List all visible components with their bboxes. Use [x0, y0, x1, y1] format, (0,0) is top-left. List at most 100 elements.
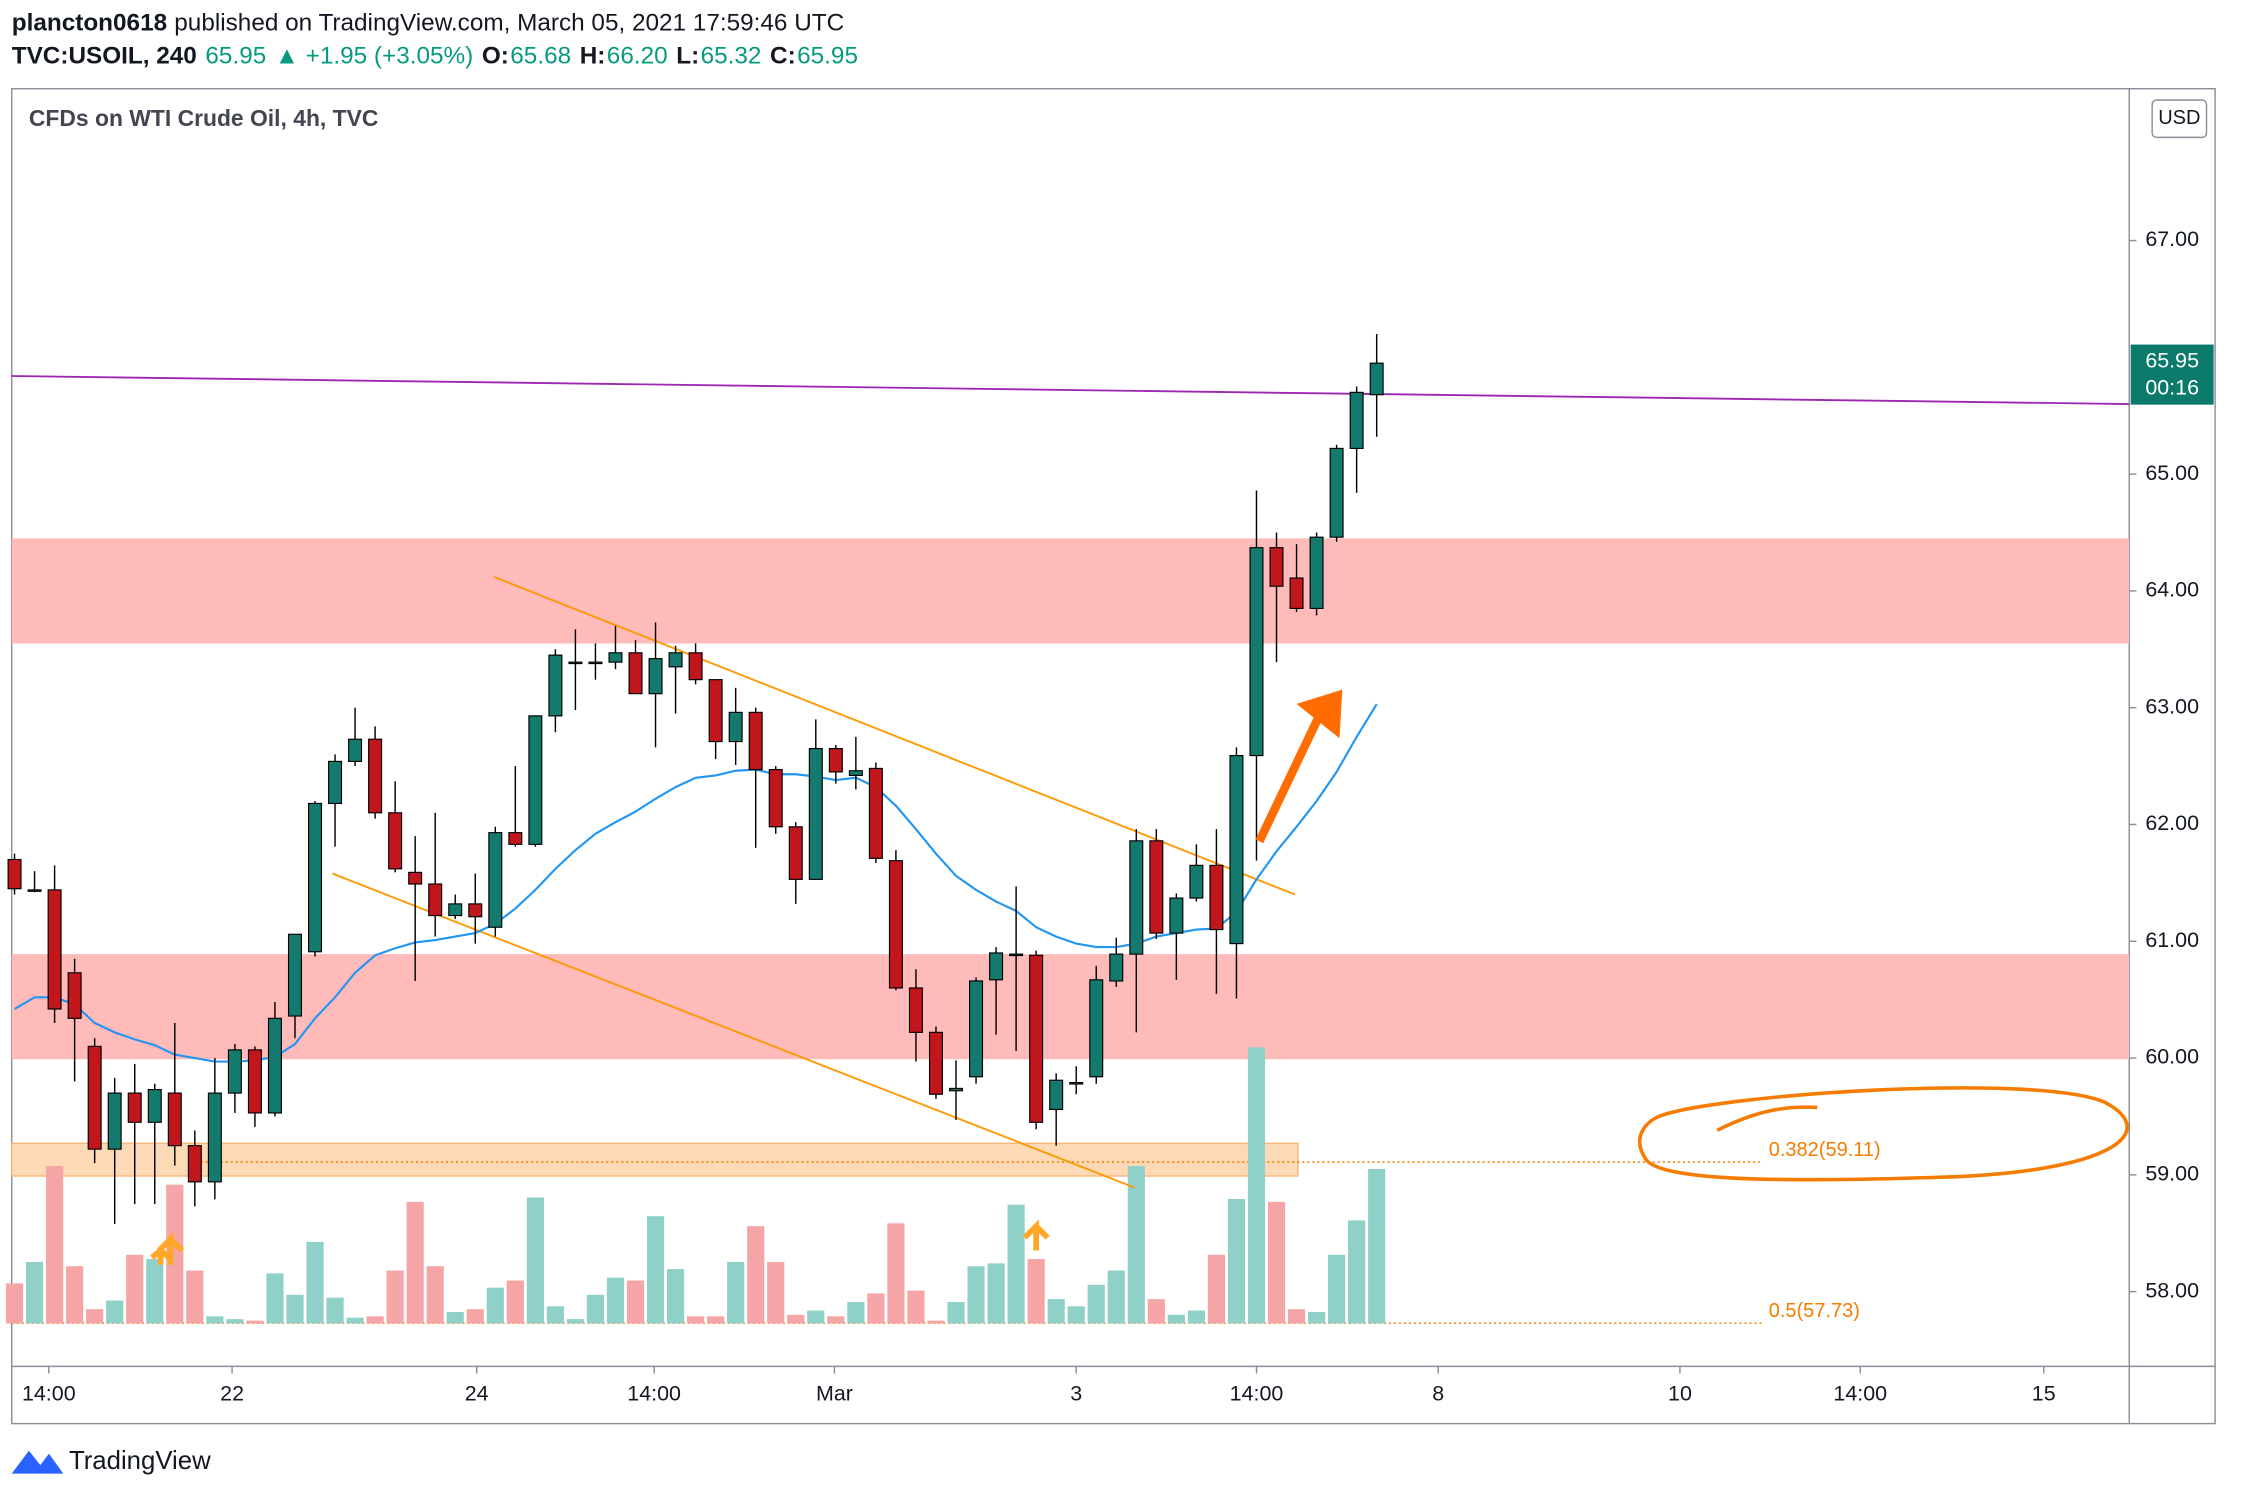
candle-body — [247, 1049, 262, 1114]
header-text: H: — [580, 43, 606, 70]
header-text: 66.20 — [607, 43, 668, 70]
zone — [11, 1142, 1299, 1177]
candle-body — [1029, 954, 1044, 1123]
header-text: 65.95 — [205, 43, 266, 70]
volume-bar — [947, 1301, 965, 1324]
volume-bar — [887, 1223, 905, 1324]
volume-bar — [1147, 1299, 1165, 1324]
annotation-ellipse — [1638, 1086, 2129, 1182]
chart-title: CFDs on WTI Crude Oil, 4h, TVC — [29, 105, 378, 131]
candle-body — [1269, 547, 1284, 587]
candle-body — [1109, 953, 1124, 982]
volume-bar — [186, 1270, 204, 1324]
price-tag-value: 65.95 — [2145, 348, 2199, 372]
volume-bar — [1247, 1047, 1266, 1324]
volume-bar — [1187, 1310, 1205, 1324]
fib-label: 0.382(59.11) — [1769, 1139, 1881, 1161]
volume-bar — [166, 1184, 184, 1324]
x-tick-label: 22 — [220, 1382, 244, 1406]
volume-bar — [1348, 1220, 1366, 1324]
volume-bar — [646, 1216, 665, 1324]
candle-body — [728, 711, 743, 743]
x-tick-label: 14:00 — [1833, 1382, 1887, 1406]
symbol-line: TVC:USOIL, 240 65.95 ▲ +1.95 (+3.05%) O: 65.… — [12, 43, 858, 70]
currency: USD — [2158, 107, 2200, 129]
up-arrow-marker — [1022, 1219, 1050, 1251]
volume-bar — [1107, 1270, 1125, 1324]
candle-body — [1129, 840, 1144, 955]
volume-bar — [326, 1297, 344, 1324]
candle-body — [528, 715, 543, 845]
brand-logo: TradingView — [11, 1447, 211, 1475]
volume-bar — [126, 1254, 144, 1324]
volume-bar — [1127, 1166, 1145, 1324]
volume-bar — [426, 1266, 444, 1324]
candle-body — [548, 654, 563, 717]
volume-bar — [987, 1263, 1005, 1324]
volume-bar — [1267, 1201, 1286, 1324]
candle-body — [388, 812, 403, 870]
volume-bar — [767, 1261, 785, 1324]
candle-body — [1249, 547, 1264, 757]
fib-label: 0.5(57.73) — [1769, 1300, 1860, 1322]
volume-bar — [466, 1309, 484, 1324]
volume-bar — [226, 1319, 244, 1324]
candle-body — [608, 652, 623, 663]
currency-box — [2151, 99, 2208, 139]
volume-bar — [747, 1226, 765, 1324]
annotation-arrow-shaft — [1255, 713, 1324, 844]
candle-body — [1209, 864, 1224, 931]
trendline — [331, 872, 1136, 1189]
candle-body — [989, 952, 1004, 981]
volume-bar — [707, 1316, 725, 1324]
price-tag-countdown: 00:16 — [2145, 376, 2199, 400]
candle-body — [307, 802, 323, 953]
candle-body — [47, 889, 62, 1010]
candle-body — [167, 1092, 182, 1147]
candle-body — [708, 679, 723, 743]
logo-mark — [11, 1450, 64, 1474]
volume-bar — [366, 1316, 384, 1324]
candle-body — [788, 826, 803, 880]
y-tick-label: 62.00 — [2145, 811, 2199, 835]
x-tick-label: 14:00 — [627, 1382, 681, 1406]
candle-body — [328, 760, 343, 805]
volume-bar — [266, 1273, 284, 1324]
up-arrow-marker — [150, 1232, 185, 1265]
header-text: L: — [676, 43, 699, 70]
volume-bar — [727, 1261, 745, 1324]
volume-bar — [1047, 1299, 1065, 1324]
y-tick-label: 64.00 — [2145, 578, 2199, 602]
candle-body — [1169, 897, 1184, 934]
candle-body — [768, 769, 783, 828]
candle-body — [508, 832, 523, 845]
volume-bar — [146, 1259, 164, 1324]
candle-body — [1009, 953, 1024, 957]
volume-bar — [967, 1266, 985, 1324]
volume-bar — [1067, 1306, 1085, 1324]
volume-bar — [1207, 1254, 1226, 1324]
candle-body — [969, 980, 984, 1078]
volume-bar — [1167, 1314, 1185, 1324]
volume-bar — [66, 1266, 84, 1324]
volume-bar — [626, 1280, 645, 1324]
volume-bar — [1227, 1198, 1246, 1324]
volume-bar — [25, 1261, 44, 1324]
volume-bar — [526, 1197, 544, 1324]
candle-body — [888, 860, 903, 989]
candle-body — [267, 1017, 282, 1114]
candle-body — [1229, 754, 1244, 945]
volume-bar — [206, 1316, 224, 1324]
plot: 0.382(59.11) 0.5(57.73) — [5, 333, 2130, 1324]
candle-body — [368, 738, 383, 814]
volume-bar — [586, 1294, 605, 1324]
published: published on TradingView.com, March 05, … — [174, 10, 844, 37]
candle-body — [748, 711, 763, 771]
candle-body — [227, 1049, 242, 1094]
candle-body — [588, 661, 603, 665]
candle-body — [1049, 1079, 1064, 1111]
volume-bar — [5, 1283, 24, 1324]
volume-bar — [246, 1320, 264, 1324]
volume-bar — [386, 1270, 404, 1324]
